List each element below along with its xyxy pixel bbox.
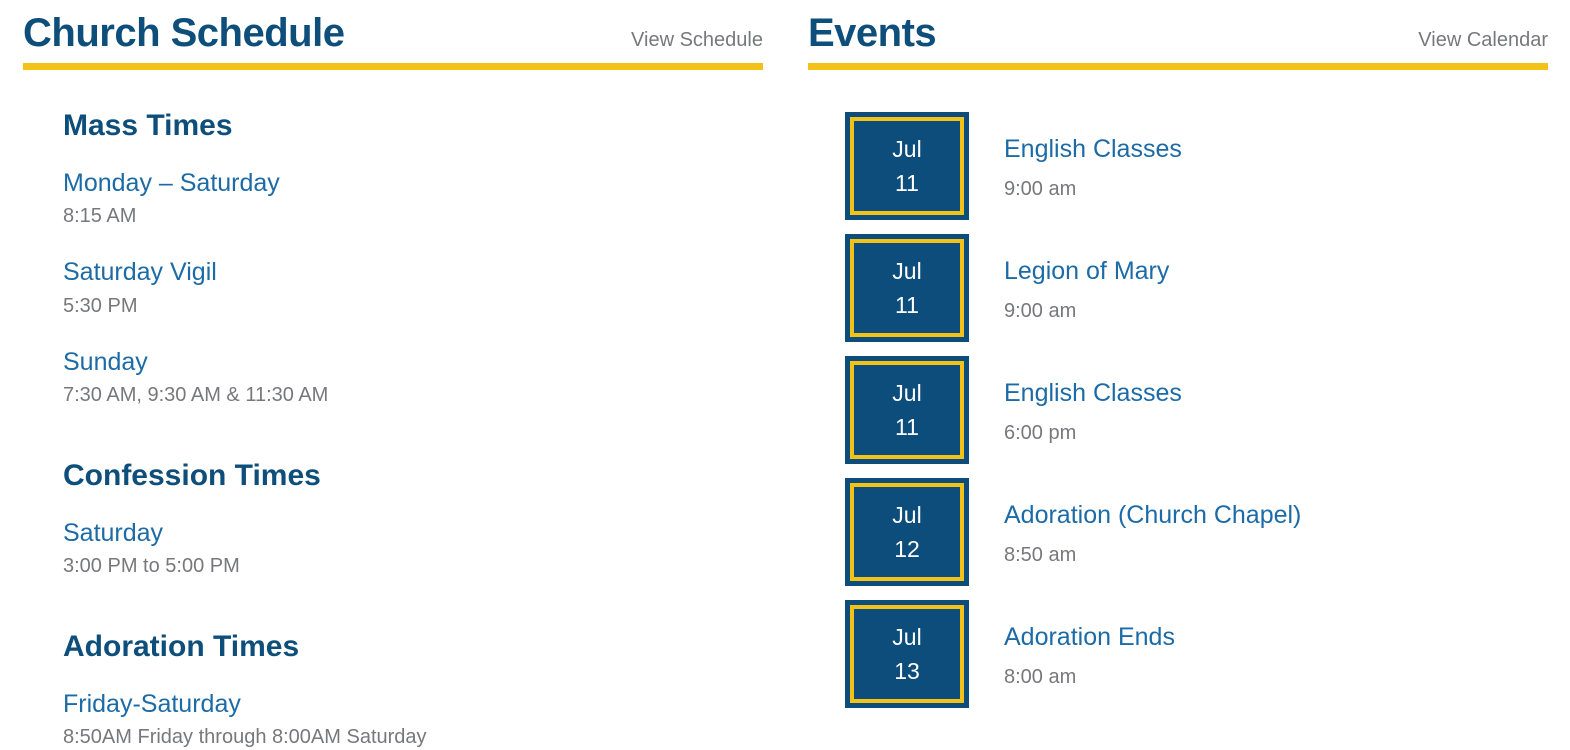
event-info: Legion of Mary 9:00 am <box>969 234 1169 342</box>
event-day: 11 <box>895 413 919 440</box>
event-row: Jul 13 Adoration Ends 8:00 am <box>845 600 1548 708</box>
schedule-group-heading: Adoration Times <box>63 630 300 663</box>
schedule-entry-day: Saturday <box>63 518 164 547</box>
event-time: 6:00 pm <box>1004 422 1077 444</box>
schedule-entry-day: Monday – Saturday <box>63 169 280 197</box>
event-day: 12 <box>894 535 920 562</box>
event-month: Jul <box>892 257 922 284</box>
schedule-entry-time: 8:15 AM <box>63 205 137 228</box>
event-row: Jul 11 Legion of Mary 9:00 am <box>845 234 1548 342</box>
event-date-badge: Jul 13 <box>845 600 969 708</box>
event-date-badge-frame: Jul 12 <box>850 483 964 581</box>
schedule-entry-time: 7:30 AM, 9:30 AM & 11:30 AM <box>63 383 329 406</box>
event-time: 8:50 am <box>1004 544 1077 566</box>
church-schedule-title: Church Schedule <box>23 11 345 55</box>
event-date-badge-frame: Jul 13 <box>850 605 964 703</box>
schedule-group: Confession Times Saturday 3:00 PM to 5:0… <box>63 458 763 579</box>
church-schedule-header: Church Schedule View Schedule <box>23 10 763 56</box>
event-month: Jul <box>892 623 922 650</box>
event-title-link[interactable]: Legion of Mary <box>1004 257 1170 285</box>
schedule-group: Adoration Times Friday-Saturday 8:50AM F… <box>63 629 763 750</box>
event-info: English Classes 6:00 pm <box>969 356 1182 464</box>
schedule-entry-time: 8:50AM Friday through 8:00AM Saturday <box>63 726 427 749</box>
event-title-link[interactable]: English Classes <box>1004 135 1182 163</box>
event-date-badge-frame: Jul 11 <box>850 239 964 337</box>
events-section: Events View Calendar Jul 11 English Clas… <box>808 10 1548 750</box>
schedule-entry-day: Saturday Vigil <box>63 258 217 287</box>
event-month: Jul <box>892 501 922 528</box>
event-title-link[interactable]: Adoration (Church Chapel) <box>1004 501 1302 529</box>
gold-divider <box>808 63 1548 70</box>
schedule-entry: Sunday 7:30 AM, 9:30 AM & 11:30 AM <box>63 347 763 408</box>
schedule-entry-time: 3:00 PM to 5:00 PM <box>63 555 240 577</box>
event-title-link[interactable]: English Classes <box>1004 379 1182 407</box>
event-info: Adoration Ends 8:00 am <box>969 600 1175 708</box>
event-row: Jul 11 English Classes 6:00 pm <box>845 356 1548 464</box>
schedule-entry: Friday-Saturday 8:50AM Friday through 8:… <box>63 689 763 750</box>
schedule-group-heading: Mass Times <box>63 109 233 142</box>
events-header: Events View Calendar <box>808 10 1548 56</box>
schedule-entry: Saturday 3:00 PM to 5:00 PM <box>63 518 763 579</box>
event-day: 11 <box>895 169 919 196</box>
event-date-badge-frame: Jul 11 <box>850 361 964 459</box>
event-date-badge: Jul 11 <box>845 112 969 220</box>
events-list: Jul 11 English Classes 9:00 am Jul 11 <box>808 70 1548 708</box>
event-month: Jul <box>892 379 922 406</box>
church-schedule-section: Church Schedule View Schedule Mass Times… <box>23 10 763 750</box>
event-date-badge: Jul 12 <box>845 478 969 586</box>
gold-divider <box>23 63 763 70</box>
schedule-entry-time: 5:30 PM <box>63 294 138 317</box>
event-title-link[interactable]: Adoration Ends <box>1004 623 1175 651</box>
event-row: Jul 12 Adoration (Church Chapel) 8:50 am <box>845 478 1548 586</box>
schedule-entry-day: Friday-Saturday <box>63 690 241 718</box>
schedule-group: Mass Times Monday – Saturday 8:15 AM Sat… <box>63 108 763 408</box>
event-time: 9:00 am <box>1004 300 1077 322</box>
view-calendar-link[interactable]: View Calendar <box>1418 29 1548 51</box>
event-info: Adoration (Church Chapel) 8:50 am <box>969 478 1301 586</box>
event-date-badge: Jul 11 <box>845 234 969 342</box>
event-date-badge-frame: Jul 11 <box>850 117 964 215</box>
schedule-entry: Monday – Saturday 8:15 AM <box>63 168 763 229</box>
event-day: 13 <box>894 657 920 684</box>
events-title: Events <box>808 11 937 55</box>
view-schedule-link[interactable]: View Schedule <box>631 29 763 51</box>
event-time: 8:00 am <box>1004 666 1077 688</box>
event-row: Jul 11 English Classes 9:00 am <box>845 112 1548 220</box>
schedule-entry-day: Sunday <box>63 347 148 376</box>
event-day: 11 <box>895 291 919 318</box>
schedule-content: Mass Times Monday – Saturday 8:15 AM Sat… <box>23 70 763 750</box>
event-month: Jul <box>892 135 922 162</box>
event-time: 9:00 am <box>1004 178 1077 200</box>
schedule-group-heading: Confession Times <box>63 458 321 492</box>
schedule-entry: Saturday Vigil 5:30 PM <box>63 257 763 318</box>
event-date-badge: Jul 11 <box>845 356 969 464</box>
event-info: English Classes 9:00 am <box>969 112 1182 220</box>
